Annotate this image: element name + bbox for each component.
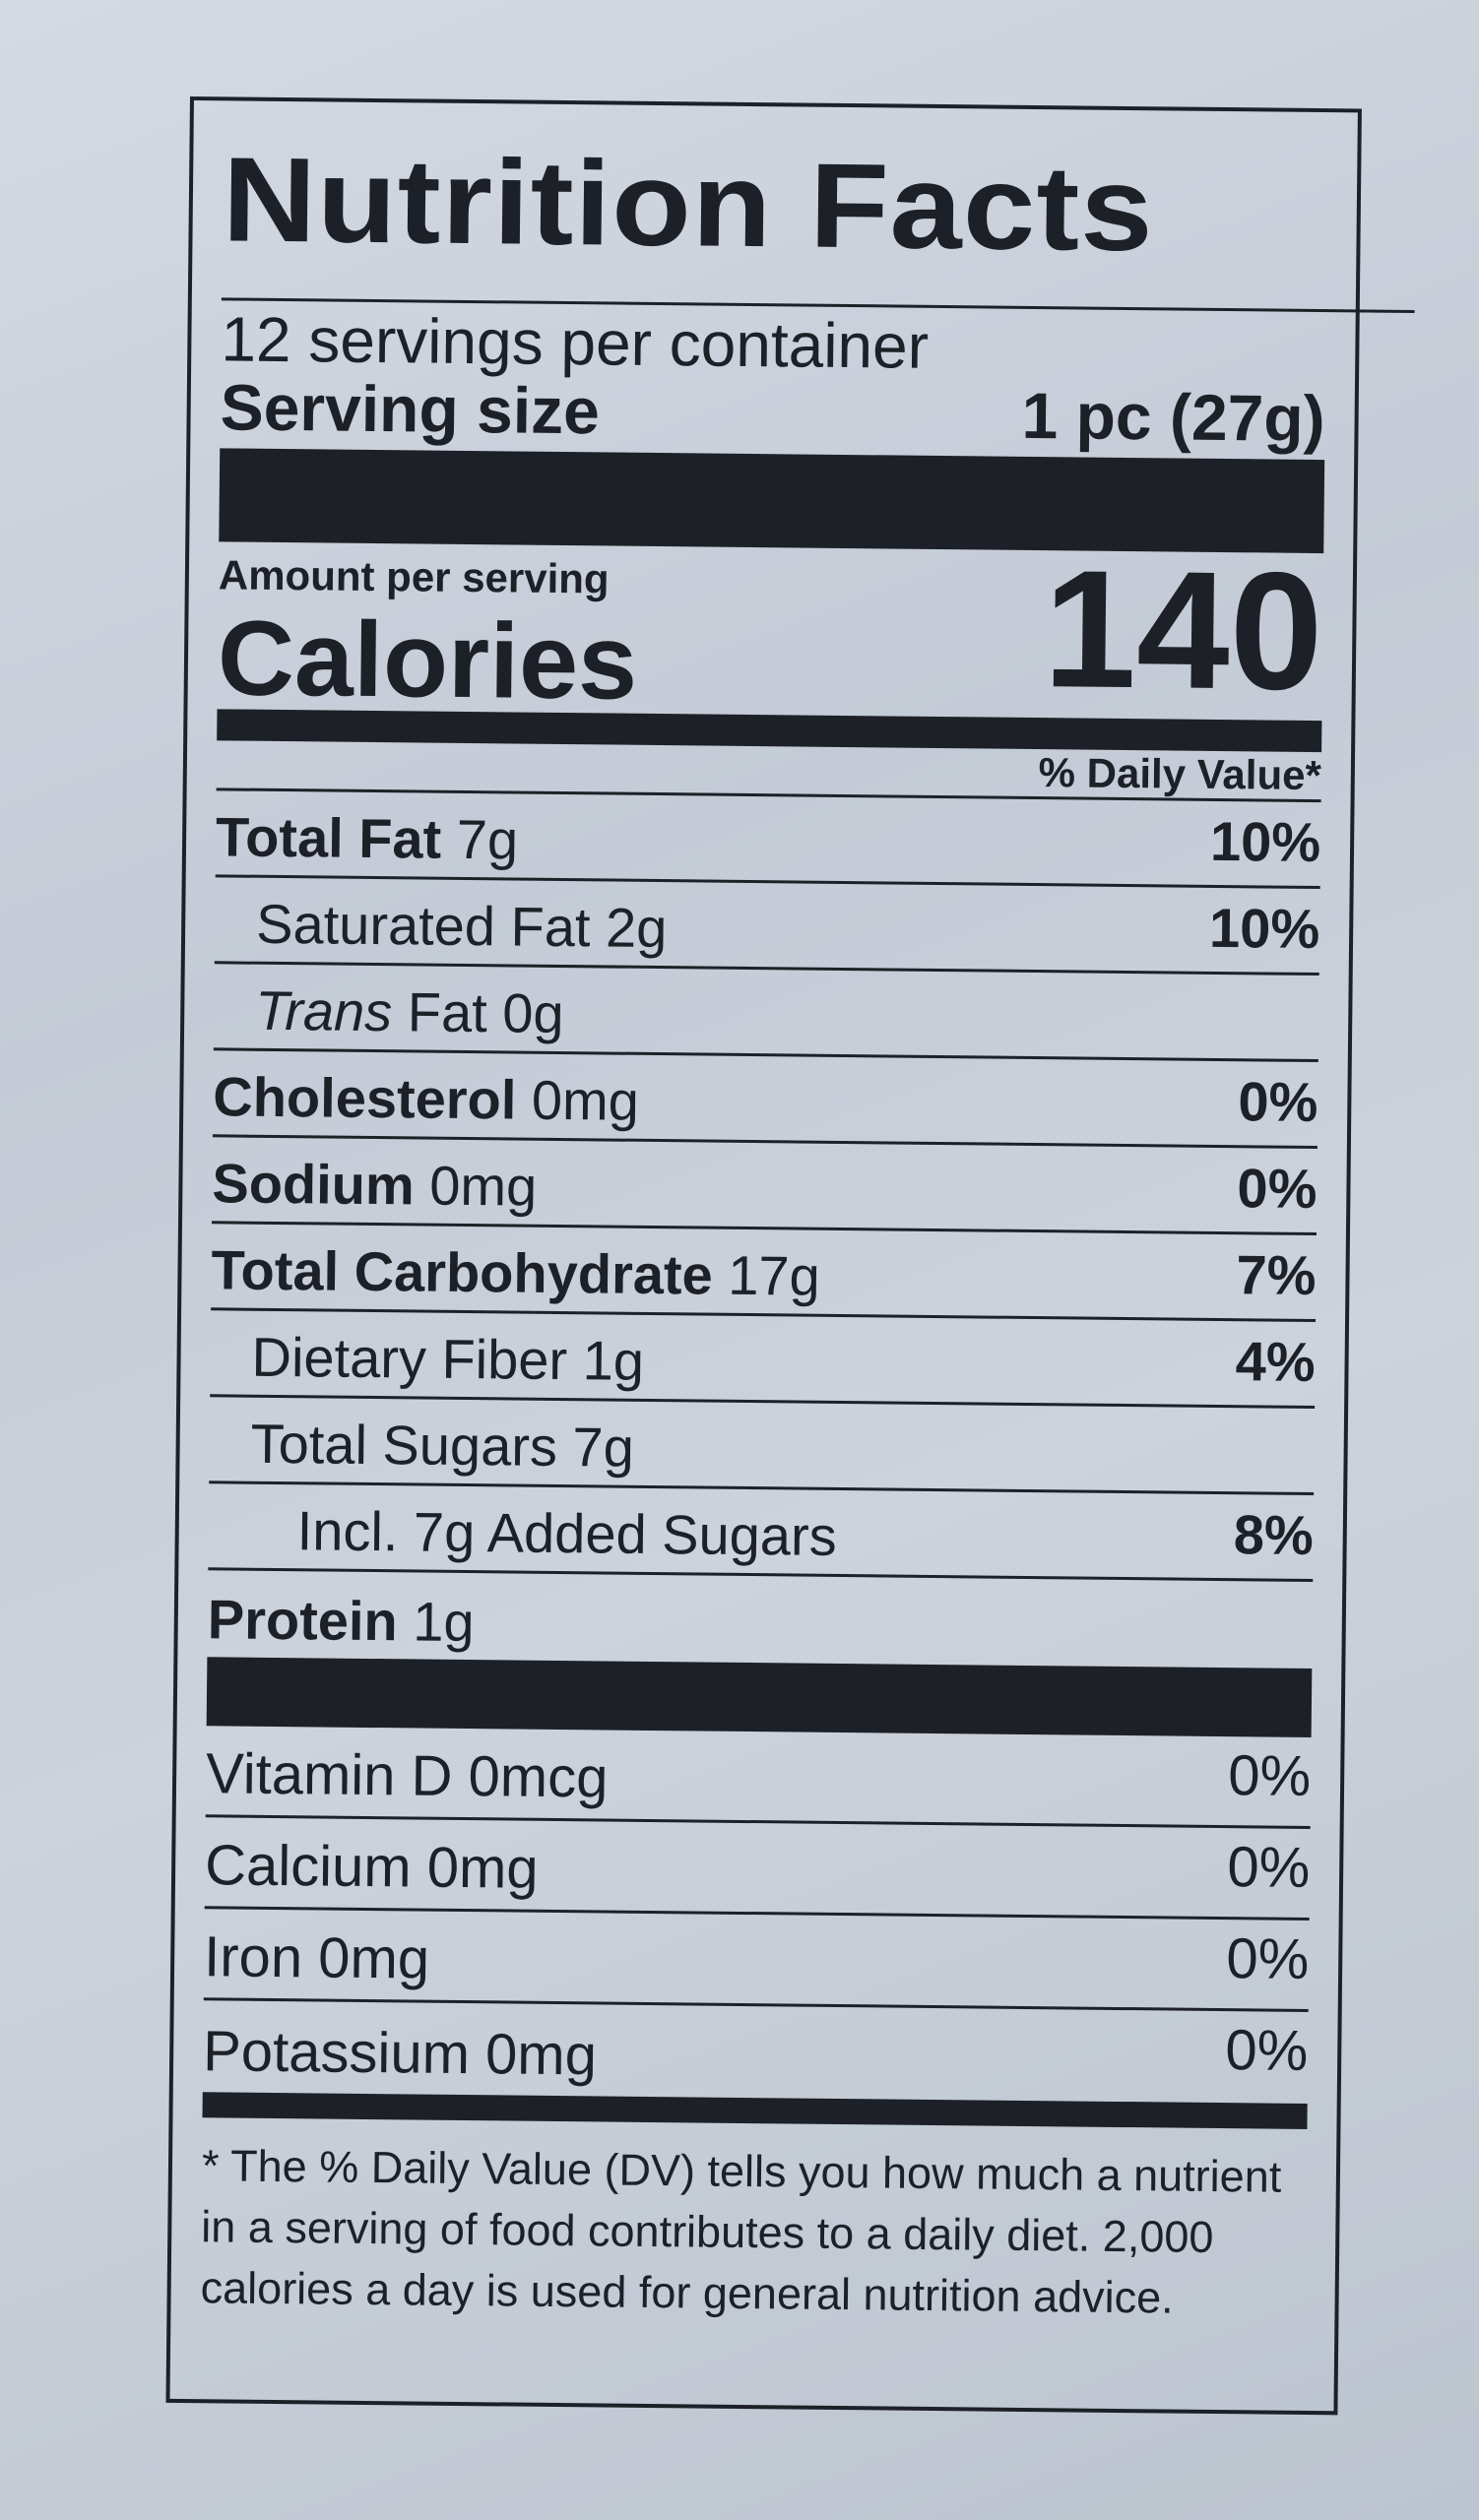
nutrient-row-saturated-fat: Saturated Fat 2g 10% — [214, 877, 1320, 976]
vitamin-dv: 0% — [1226, 1926, 1310, 1992]
nutrient-amount: 7g — [456, 807, 519, 871]
vitamin-row-iron: Iron 0mg 0% — [203, 1909, 1310, 2012]
nutrient-amount: 17g — [727, 1243, 821, 1307]
serving-size-value: 1 pc (27g) — [1021, 378, 1326, 456]
serving-size: Serving size 1 pc (27g) — [220, 370, 1326, 456]
nutrient-dv: 7% — [1236, 1243, 1317, 1307]
nutrient-amount: 1g — [582, 1329, 645, 1392]
nutrient-label: Total Fat — [215, 805, 442, 870]
nutrient-label: Total Carbohydrate — [211, 1238, 714, 1306]
calories-label: Calories — [217, 598, 638, 722]
nutrient-row-sodium: Sodium 0mg 0% — [212, 1137, 1318, 1236]
nutrient-row-dietary-fiber: Dietary Fiber 1g 4% — [210, 1310, 1317, 1410]
nutrient-label: Sodium — [212, 1152, 416, 1217]
nutrient-label-italic: Trans — [254, 978, 393, 1043]
nutrient-row-total-fat: Total Fat 7g 10% — [215, 790, 1321, 890]
nutrient-row-added-sugars: Incl. 7g Added Sugars 8% — [208, 1483, 1315, 1583]
vitamin-dv: 0% — [1225, 2018, 1309, 2083]
nutrient-dv: 10% — [1209, 809, 1321, 874]
nutrient-amount: 0mg — [531, 1068, 640, 1132]
nutrient-amount: 2g — [605, 896, 668, 960]
nutrient-dv: 0% — [1237, 1157, 1318, 1221]
nutrient-label: Dietary Fiber — [251, 1325, 568, 1392]
nutrient-label: Fat — [407, 980, 488, 1044]
nutrient-amount: 0g — [501, 981, 564, 1045]
nutrient-label: Saturated Fat — [255, 892, 591, 959]
nutrient-amount: 7g — [572, 1416, 635, 1479]
nutrient-label: Protein — [207, 1588, 399, 1653]
vitamin-dv: 0% — [1227, 1835, 1311, 1901]
nutrient-row-cholesterol: Cholesterol 0mg 0% — [212, 1050, 1318, 1150]
vitamin-row-potassium: Potassium 0mg 0% — [203, 2000, 1309, 2104]
nutrition-facts-label: Nutrition Facts 12 servings per containe… — [165, 96, 1417, 2416]
vitamin-label: Potassium 0mg — [202, 2019, 598, 2088]
vitamin-label: Iron 0mg — [203, 1924, 430, 1991]
nutrient-row-total-carbohydrate: Total Carbohydrate 17g 7% — [211, 1224, 1317, 1323]
label-title: Nutrition Facts — [221, 100, 1417, 314]
nutrient-amount: 1g — [412, 1590, 475, 1654]
nutrient-label: Total Sugars — [250, 1412, 558, 1478]
nutrient-label: Incl. 7g Added Sugars — [296, 1499, 838, 1567]
thick-divider — [206, 1657, 1313, 1738]
nutrient-dv: 8% — [1233, 1503, 1315, 1567]
nutrient-dv: 0% — [1238, 1070, 1318, 1134]
nutrient-label: Cholesterol — [213, 1065, 517, 1131]
calories-section: Amount per serving Calories 140 — [217, 536, 1324, 726]
servings-per-container: 12 servings per container — [221, 303, 930, 382]
vitamin-row-vitamin-d: Vitamin D 0mcg 0% — [205, 1726, 1312, 1830]
nutrient-amount: 0mg — [428, 1154, 538, 1218]
nutrient-row-total-sugars: Total Sugars 7g — [209, 1397, 1316, 1496]
nutrient-dv: 4% — [1235, 1330, 1316, 1394]
amount-per-serving: Amount per serving — [218, 551, 610, 602]
calories-value: 140 — [1042, 536, 1324, 726]
nutrient-dv: 10% — [1208, 896, 1320, 961]
vitamin-label: Vitamin D 0mcg — [205, 1741, 609, 1810]
footnote: * The % Daily Value (DV) tells you how m… — [200, 2140, 1282, 2323]
serving-size-label: Serving size — [220, 370, 601, 448]
nutrient-row-protein: Protein 1g — [207, 1570, 1313, 1669]
vitamin-label: Calcium 0mg — [204, 1833, 539, 1901]
vitamin-row-calcium: Calcium 0mg 0% — [204, 1817, 1311, 1922]
nutrient-row-trans-fat: Trans Fat 0g — [213, 964, 1319, 1063]
vitamin-dv: 0% — [1228, 1743, 1312, 1809]
